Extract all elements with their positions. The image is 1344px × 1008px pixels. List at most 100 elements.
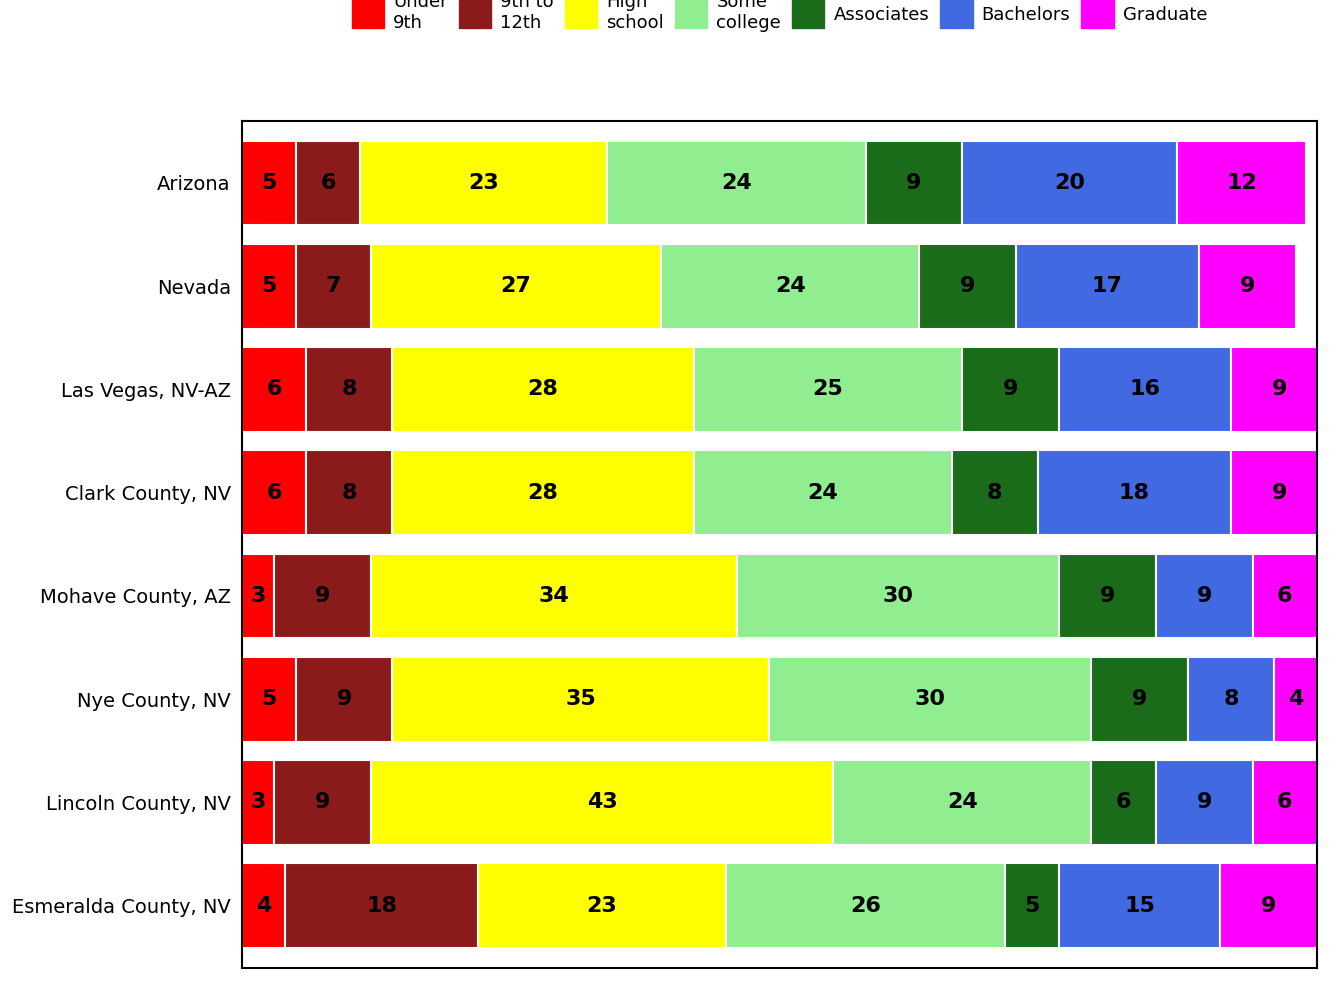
Bar (1091, 657, 1188, 742)
Bar (242, 244, 296, 329)
Text: 27: 27 (501, 276, 531, 296)
Text: 5: 5 (261, 689, 277, 710)
Bar (1059, 553, 1156, 638)
Bar (1059, 864, 1220, 949)
Text: 8: 8 (986, 483, 1003, 503)
Text: 8: 8 (1223, 689, 1239, 710)
Bar (371, 553, 737, 638)
Bar (296, 244, 371, 329)
Bar (285, 864, 478, 949)
Text: 9: 9 (1271, 483, 1288, 503)
Text: 4: 4 (255, 896, 271, 915)
Bar (296, 140, 360, 225)
Bar (1059, 347, 1231, 431)
Bar (371, 760, 833, 845)
Text: 30: 30 (882, 586, 914, 606)
Text: 23: 23 (587, 896, 617, 915)
Bar (1220, 864, 1317, 949)
Text: 6: 6 (266, 483, 282, 503)
Bar (1038, 451, 1231, 535)
Bar (360, 140, 607, 225)
Text: 30: 30 (914, 689, 946, 710)
Bar (1253, 553, 1317, 638)
Bar (694, 451, 952, 535)
Bar (1016, 244, 1199, 329)
Text: 6: 6 (1277, 586, 1293, 606)
Text: 6: 6 (266, 379, 282, 399)
Text: 8: 8 (341, 483, 358, 503)
Text: 26: 26 (851, 896, 880, 915)
Text: 9: 9 (1271, 379, 1288, 399)
Text: 24: 24 (722, 173, 751, 193)
Text: 16: 16 (1129, 379, 1161, 399)
Bar (866, 140, 962, 225)
Bar (1188, 657, 1274, 742)
Bar (1156, 553, 1253, 638)
Text: 25: 25 (813, 379, 843, 399)
Bar (274, 553, 371, 638)
Bar (1199, 244, 1296, 329)
Text: 34: 34 (539, 586, 569, 606)
Text: 3: 3 (250, 586, 266, 606)
Text: 18: 18 (1118, 483, 1150, 503)
Text: 35: 35 (566, 689, 595, 710)
Bar (1253, 760, 1317, 845)
Bar (726, 864, 1005, 949)
Bar (919, 244, 1016, 329)
Text: 24: 24 (808, 483, 837, 503)
Bar (1177, 140, 1306, 225)
Text: 28: 28 (528, 483, 558, 503)
Text: 9: 9 (336, 689, 352, 710)
Bar (1005, 864, 1059, 949)
Text: 9: 9 (906, 173, 922, 193)
Text: 12: 12 (1227, 173, 1257, 193)
Bar (274, 760, 371, 845)
Text: 6: 6 (320, 173, 336, 193)
Bar (392, 451, 694, 535)
Text: 9: 9 (314, 792, 331, 812)
Text: 9: 9 (1261, 896, 1277, 915)
Text: 9: 9 (1099, 586, 1116, 606)
Text: 8: 8 (341, 379, 358, 399)
Text: 3: 3 (250, 792, 266, 812)
Bar (962, 347, 1059, 431)
Bar (306, 347, 392, 431)
Bar (242, 140, 296, 225)
Bar (1231, 347, 1328, 431)
Legend: Under
9th, 9th to
12th, High
school, Some
college, Associates, Bachelors, Gradua: Under 9th, 9th to 12th, High school, Som… (344, 0, 1215, 39)
Bar (833, 760, 1091, 845)
Bar (952, 451, 1038, 535)
Text: 9: 9 (1196, 792, 1212, 812)
Text: 7: 7 (325, 276, 341, 296)
Text: 9: 9 (960, 276, 976, 296)
Text: 24: 24 (948, 792, 977, 812)
Text: 5: 5 (261, 276, 277, 296)
Bar (242, 451, 306, 535)
Text: 24: 24 (775, 276, 805, 296)
Bar (242, 657, 296, 742)
Bar (306, 451, 392, 535)
Text: 5: 5 (1024, 896, 1040, 915)
Bar (392, 657, 769, 742)
Text: 6: 6 (1277, 792, 1293, 812)
Bar (769, 657, 1091, 742)
Text: 15: 15 (1125, 896, 1154, 915)
Bar (242, 347, 306, 431)
Bar (478, 864, 726, 949)
Bar (694, 347, 962, 431)
Bar (1091, 760, 1156, 845)
Text: 18: 18 (366, 896, 398, 915)
Text: 23: 23 (469, 173, 499, 193)
Text: 9: 9 (1132, 689, 1148, 710)
Text: 9: 9 (1196, 586, 1212, 606)
Text: 28: 28 (528, 379, 558, 399)
Text: 17: 17 (1091, 276, 1124, 296)
Text: 6: 6 (1116, 792, 1132, 812)
Bar (392, 347, 694, 431)
Bar (1156, 760, 1253, 845)
Bar (661, 244, 919, 329)
Bar (1274, 657, 1317, 742)
Text: 4: 4 (1288, 689, 1304, 710)
Text: 9: 9 (1003, 379, 1019, 399)
Bar (737, 553, 1059, 638)
